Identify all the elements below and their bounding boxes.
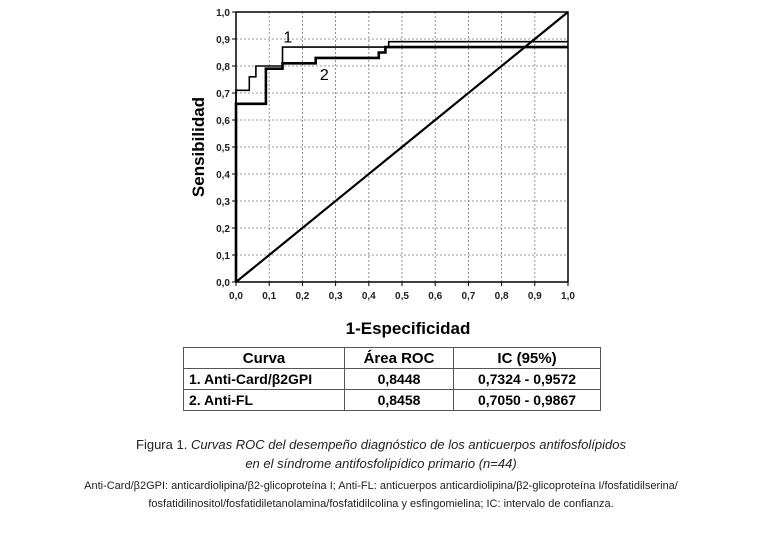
table-row: 2. Anti-FL 0,8458 0,7050 - 0,9867 bbox=[183, 389, 601, 411]
figure-caption-line1: Figura 1. Curvas ROC del desempeño diagn… bbox=[0, 437, 762, 452]
header-area-roc: Área ROC bbox=[344, 347, 454, 369]
x-tick-label: 0,0 bbox=[229, 291, 243, 302]
caption-title: Curvas ROC del desempeño diagnóstico de … bbox=[190, 437, 626, 452]
footnote-line1: Anti-Card/β2GPI: anticardiolipina/β2-gli… bbox=[84, 480, 678, 492]
row2-ci: 0,7050 - 0,9867 bbox=[453, 389, 601, 411]
x-tick-label: 0,5 bbox=[395, 291, 409, 302]
y-tick-label: 0,8 bbox=[216, 62, 230, 73]
curve-label-1: 1 bbox=[283, 29, 292, 46]
row1-area: 0,8448 bbox=[344, 368, 454, 390]
caption-prefix: Figura 1. bbox=[136, 437, 191, 452]
x-tick-labels: 0,0 0,1 0,2 0,3 0,4 0,5 0,6 0,7 0,8 0,9 1,0 bbox=[229, 282, 575, 302]
table-header-row: Curva Área ROC IC (95%) bbox=[183, 347, 601, 369]
y-tick-label: 0,4 bbox=[216, 170, 230, 181]
roc-curve-1 bbox=[235, 40, 568, 282]
y-tick-label: 0,1 bbox=[216, 251, 230, 262]
x-tick-label: 0,9 bbox=[528, 291, 542, 302]
y-tick-labels: 0,0 0,1 0,2 0,3 0,4 0,5 0,6 0,7 0,8 0,9 1,0 bbox=[216, 8, 236, 289]
roc-curve-2 bbox=[234, 45, 568, 282]
y-tick-label: 0,3 bbox=[216, 197, 230, 208]
table-row: 1. Anti-Card/β2GPI 0,8448 0,7324 - 0,957… bbox=[183, 368, 601, 390]
roc-summary-table: Curva Área ROC IC (95%) 1. Anti-Card/β2G… bbox=[183, 347, 601, 411]
chart-series bbox=[234, 11, 569, 283]
roc-chart: 0,0 0,1 0,2 0,3 0,4 0,5 0,6 0,7 0,8 0,9 1,0 0,0 0,1… bbox=[189, 8, 575, 338]
curve-labels: 12 bbox=[283, 29, 329, 84]
x-tick-label: 0,1 bbox=[262, 291, 276, 302]
caption-title-cont: en el síndrome antifosfolipídico primari… bbox=[245, 456, 517, 471]
row2-curve: 2. Anti-FL bbox=[183, 389, 345, 411]
x-axis-title: 1-Especificidad bbox=[346, 319, 471, 338]
curve-label-2: 2 bbox=[320, 67, 329, 84]
y-tick-label: 0,7 bbox=[216, 89, 230, 100]
figure-caption-line2: en el síndrome antifosfolipídico primari… bbox=[0, 456, 762, 471]
y-tick-label: 0,2 bbox=[216, 224, 230, 235]
header-curva: Curva bbox=[183, 347, 345, 369]
y-tick-label: 0,5 bbox=[216, 143, 230, 154]
x-tick-label: 0,7 bbox=[461, 291, 475, 302]
row2-area: 0,8458 bbox=[344, 389, 454, 411]
x-tick-label: 0,8 bbox=[495, 291, 509, 302]
row1-curve: 1. Anti-Card/β2GPI bbox=[183, 368, 345, 390]
row1-ci: 0,7324 - 0,9572 bbox=[453, 368, 601, 390]
y-tick-label: 0,0 bbox=[216, 278, 230, 289]
x-tick-label: 1,0 bbox=[561, 291, 575, 302]
footnote-line2: fosfatidilinositol/fosfatidiletanolamina… bbox=[148, 498, 614, 510]
reference-diagonal-line bbox=[235, 11, 569, 283]
y-tick-label: 1,0 bbox=[216, 8, 230, 19]
x-tick-label: 0,6 bbox=[428, 291, 442, 302]
y-tick-label: 0,9 bbox=[216, 35, 230, 46]
x-tick-label: 0,4 bbox=[362, 291, 376, 302]
y-tick-label: 0,6 bbox=[216, 116, 230, 127]
y-axis-title: Sensibilidad bbox=[189, 97, 208, 197]
header-ic: IC (95%) bbox=[453, 347, 601, 369]
x-tick-label: 0,2 bbox=[295, 291, 309, 302]
x-tick-label: 0,3 bbox=[329, 291, 343, 302]
